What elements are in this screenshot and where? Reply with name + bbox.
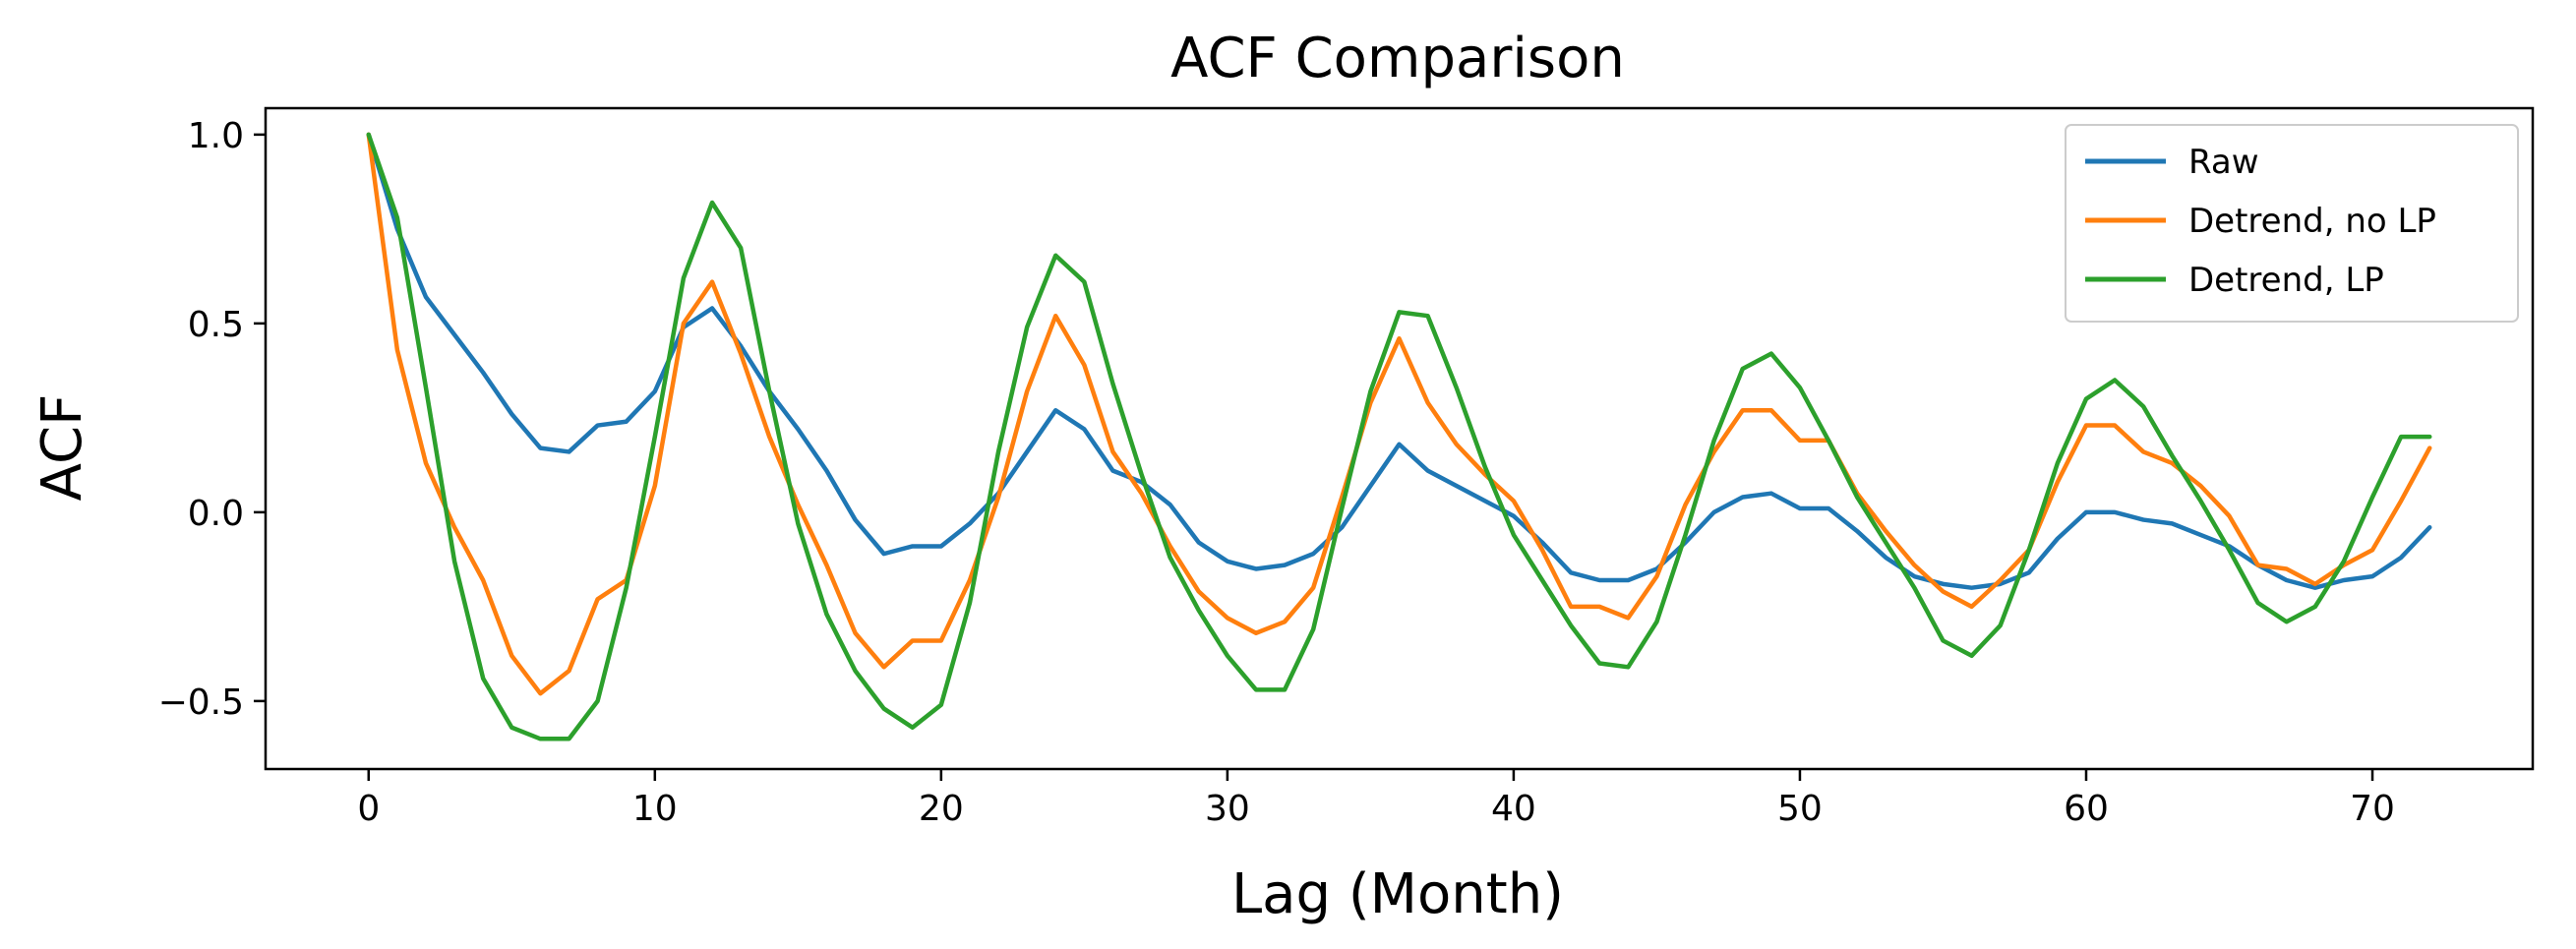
legend-label: Detrend, LP — [2188, 261, 2384, 300]
x-axis-title: Lag (Month) — [1231, 862, 1564, 926]
y-axis-title: ACF — [30, 394, 94, 502]
x-tick-label: 60 — [2064, 789, 2109, 829]
x-tick-label: 50 — [1777, 789, 1823, 829]
x-tick-label: 10 — [632, 789, 678, 829]
legend-label: Raw — [2188, 143, 2259, 182]
legend-label: Detrend, no LP — [2188, 202, 2436, 241]
plot-area — [366, 132, 2432, 741]
legend: Raw Detrend, no LP Detrend, LP — [2065, 124, 2519, 323]
series-line-detrend-lp — [366, 132, 2432, 741]
axes: 0 10 20 30 40 50 60 70 −0.5 0.0 0.5 1.0 — [158, 106, 2535, 829]
x-tick-label: 30 — [1205, 789, 1250, 829]
plot-frame — [264, 106, 2535, 771]
y-tick-label: 0.5 — [188, 305, 244, 345]
series-line-detrend-no-lp — [366, 132, 2432, 696]
series-line-raw — [366, 132, 2432, 590]
y-tick-label: −0.5 — [158, 682, 244, 723]
legend-box — [2065, 124, 2519, 323]
y-tick-label: 1.0 — [188, 116, 244, 156]
x-tick-label: 0 — [357, 789, 380, 829]
chart-title: ACF Comparison — [1170, 27, 1625, 90]
x-tick-label: 40 — [1491, 789, 1536, 829]
y-tick-label: 0.0 — [188, 494, 244, 534]
x-tick-label: 20 — [919, 789, 964, 829]
x-tick-label: 70 — [2350, 789, 2395, 829]
